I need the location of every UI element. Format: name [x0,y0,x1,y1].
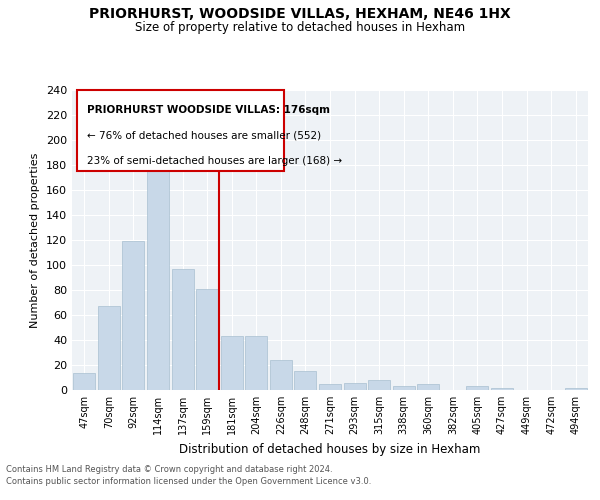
Bar [319,384,341,390]
Text: Size of property relative to detached houses in Hexham: Size of property relative to detached ho… [135,21,465,34]
Bar [368,380,390,390]
Text: 23% of semi-detached houses are larger (168) →: 23% of semi-detached houses are larger (… [88,156,343,166]
Text: Contains HM Land Registry data © Crown copyright and database right 2024.: Contains HM Land Registry data © Crown c… [6,466,332,474]
Bar [270,360,292,390]
Bar [565,388,587,390]
Bar [491,388,513,390]
Bar [417,384,439,390]
Text: PRIORHURST, WOODSIDE VILLAS, HEXHAM, NE46 1HX: PRIORHURST, WOODSIDE VILLAS, HEXHAM, NE4… [89,8,511,22]
FancyBboxPatch shape [77,90,284,171]
Y-axis label: Number of detached properties: Number of detached properties [31,152,40,328]
Bar [172,269,194,390]
Bar [344,382,365,390]
Text: ← 76% of detached houses are smaller (552): ← 76% of detached houses are smaller (55… [88,130,322,140]
Text: PRIORHURST WOODSIDE VILLAS: 176sqm: PRIORHURST WOODSIDE VILLAS: 176sqm [88,104,331,115]
Bar [392,386,415,390]
Bar [221,336,243,390]
Bar [196,289,218,390]
Bar [122,242,145,390]
Text: Distribution of detached houses by size in Hexham: Distribution of detached houses by size … [179,442,481,456]
Text: Contains public sector information licensed under the Open Government Licence v3: Contains public sector information licen… [6,477,371,486]
Bar [295,371,316,390]
Bar [147,149,169,390]
Bar [73,372,95,390]
Bar [98,306,120,390]
Bar [245,336,268,390]
Bar [466,386,488,390]
